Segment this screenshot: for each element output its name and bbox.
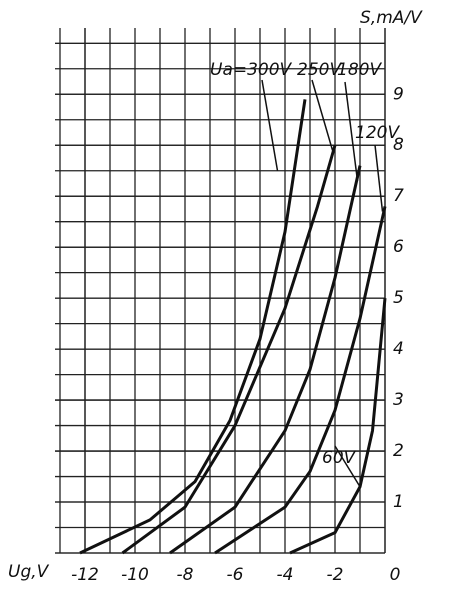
x-tick-label: -2	[327, 565, 344, 585]
curve	[169, 165, 362, 555]
x-tick-label: -6	[227, 565, 244, 585]
y-axis-label: S,mA/V	[360, 8, 423, 28]
leader-line	[334, 445, 361, 488]
x-axis-label: Ug,V	[8, 562, 50, 582]
leader-line	[374, 144, 384, 212]
y-tick-label: 2	[393, 441, 404, 461]
x-tick-label: -10	[121, 565, 149, 585]
y-tick-label: 9	[393, 84, 404, 104]
x-tick-label: -8	[177, 565, 194, 585]
y-tick-label: 7	[393, 186, 404, 206]
x-tick-label: 0	[390, 565, 401, 585]
curve	[79, 99, 307, 555]
leader-line	[344, 81, 359, 182]
curve	[289, 298, 387, 555]
series-label: Ua=300V	[210, 60, 293, 80]
curve	[214, 206, 387, 555]
series-label: 180V	[337, 60, 382, 80]
y-tick-label: 4	[393, 339, 404, 359]
y-tick-label: 1	[393, 492, 404, 512]
y-tick-label: 6	[393, 237, 404, 257]
leader-line	[261, 79, 279, 171]
series-label: 250V	[297, 60, 342, 80]
y-tick-label: 3	[393, 390, 404, 410]
curve	[121, 144, 337, 555]
series-label: 120V	[355, 123, 400, 143]
leader-line	[311, 79, 334, 151]
series-label: 60V	[322, 448, 357, 468]
y-tick-label: 5	[393, 288, 404, 308]
y-tick-label: 8	[393, 135, 404, 155]
x-tick-label: -4	[277, 565, 294, 585]
x-tick-label: -12	[71, 565, 99, 585]
